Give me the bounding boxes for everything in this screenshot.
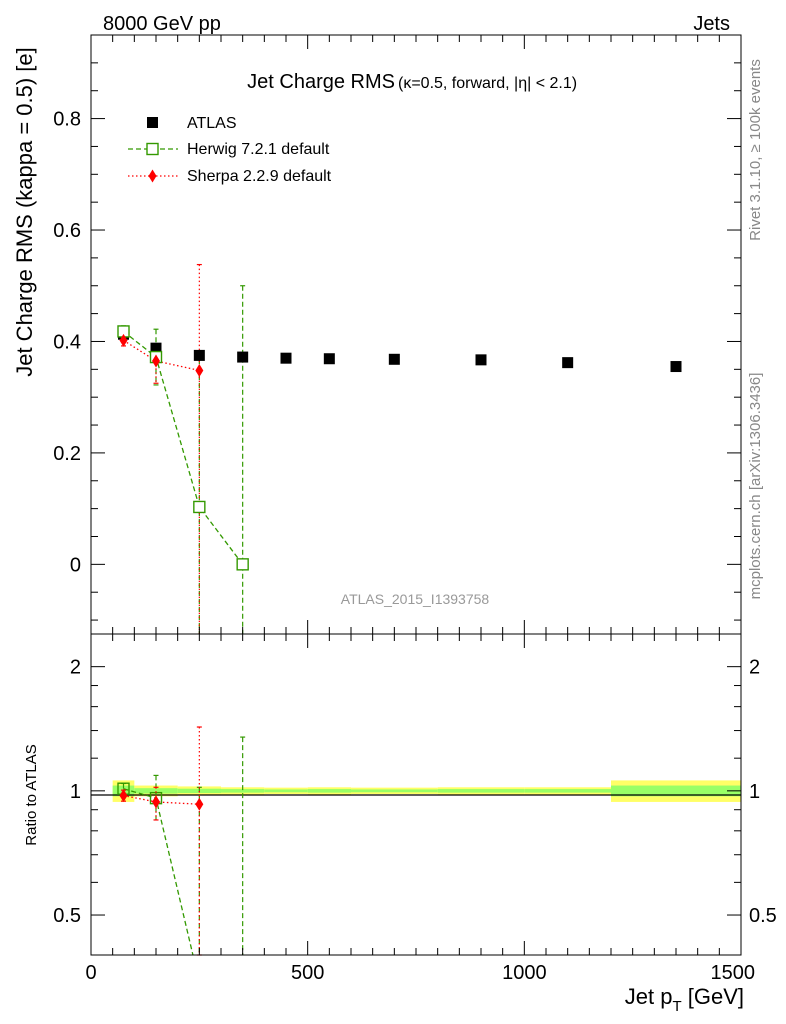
x-axis: 0 500 1000 1500: [85, 35, 755, 984]
ratio-reference-band: [112, 780, 741, 802]
y-tick-label: 0: [70, 554, 81, 576]
sherpa-ratio-point: [119, 789, 128, 803]
band-inner: [221, 789, 265, 793]
legend-marker-herwig: [146, 142, 159, 156]
legend-label-sherpa: Sherpa 2.2.9 default: [187, 168, 332, 185]
y-tick-label: 0.2: [53, 443, 81, 465]
band-inner: [307, 789, 351, 793]
main-y-axis-label: Jet Charge RMS (kappa = 0.5) [e]: [12, 47, 37, 377]
y-tick-label: 0.8: [53, 109, 81, 131]
atlas-data-point: [388, 353, 400, 365]
sherpa-ratio-point: [152, 795, 160, 809]
herwig-data-point: [193, 500, 206, 514]
sherpa-data-point: [152, 354, 160, 368]
ratio-y-axis-label: Ratio to ATLAS: [23, 744, 40, 845]
legend-entry-sherpa: Sherpa 2.2.9 default: [128, 168, 332, 185]
atlas-data-point: [193, 349, 205, 361]
ratio-tick-label-right: 2: [749, 657, 760, 679]
ratio-frame: [90, 633, 742, 956]
main-subtitle: (κ=0.5, forward, |η| < 2.1): [398, 75, 577, 92]
main-title: Jet Charge RMS: [247, 71, 395, 93]
x-axis-label: Jet pT [GeV]: [625, 984, 744, 1015]
atlas-data-point: [150, 342, 162, 354]
legend-label-herwig: Herwig 7.2.1 default: [187, 141, 330, 158]
sherpa-data-point: [119, 333, 128, 347]
ratio-tick-label-right: 1: [749, 781, 760, 803]
x-tick-label: 1000: [502, 962, 547, 984]
atlas-data-point: [280, 352, 292, 364]
band-inner: [437, 789, 525, 793]
header-left: 8000 GeV pp: [103, 13, 221, 35]
main-panel: Jet Charge RMS (κ=0.5, forward, |η| < 2.…: [12, 34, 742, 635]
band-inner: [351, 789, 438, 793]
y-tick-label: 0.6: [53, 220, 81, 242]
ratio-y-axis: 0.5 0.5 1 1 2 2: [53, 657, 777, 956]
main-series-group: [117, 263, 682, 634]
atlas-data-point: [475, 354, 487, 366]
sherpa-data-point: [195, 363, 204, 377]
sherpa-line: [123, 339, 200, 372]
legend-entry-atlas: ATLAS: [147, 115, 237, 132]
ratio-series-group: [117, 726, 246, 956]
legend-label-atlas: ATLAS: [187, 115, 237, 132]
ratio-tick-label-left: 1: [70, 781, 81, 803]
sherpa-ratio-point: [195, 797, 204, 811]
ratio-tick-label-right: 0.5: [749, 905, 777, 927]
legend: ATLAS Herwig 7.2.1 default Sherpa 2.2.9 …: [128, 115, 332, 185]
ratio-tick-label-left: 0.5: [53, 905, 81, 927]
x-tick-label: 0: [85, 962, 96, 984]
herwig-line: [123, 330, 244, 565]
atlas-data-point: [562, 357, 574, 369]
band-inner: [524, 789, 611, 793]
rivet-label: Rivet 3.1.10, ≥ 100k events: [747, 59, 764, 241]
ratio-panel: 0.5 0.5 1 1 2 2 0 500 1000 1500 Ratio to ATLAS J…: [23, 35, 777, 1015]
band-inner: [264, 789, 308, 793]
band-inner: [611, 785, 741, 797]
x-tick-label: 500: [291, 962, 324, 984]
atlas-data-point: [323, 353, 335, 365]
analysis-watermark: ATLAS_2015_I1393758: [341, 591, 490, 607]
legend-marker-sherpa: [148, 169, 157, 183]
ratio-tick-label-left: 2: [70, 657, 81, 679]
herwig-data-point: [236, 558, 249, 571]
y-tick-label: 0.4: [53, 331, 81, 353]
header-right: Jets: [693, 13, 730, 35]
herwig-ratio-line: [123, 788, 194, 956]
mcplots-label: mcplots.cern.ch [arXiv:1306.3436]: [747, 373, 764, 600]
legend-marker-atlas: [147, 117, 158, 128]
atlas-data-point: [670, 361, 682, 373]
band-inner: [134, 788, 178, 794]
main-y-axis: 0 0.2 0.4 0.6 0.8: [53, 34, 741, 621]
atlas-data-point: [237, 351, 249, 363]
legend-entry-herwig: Herwig 7.2.1 default: [128, 141, 330, 158]
x-tick-label: 1500: [711, 962, 756, 984]
